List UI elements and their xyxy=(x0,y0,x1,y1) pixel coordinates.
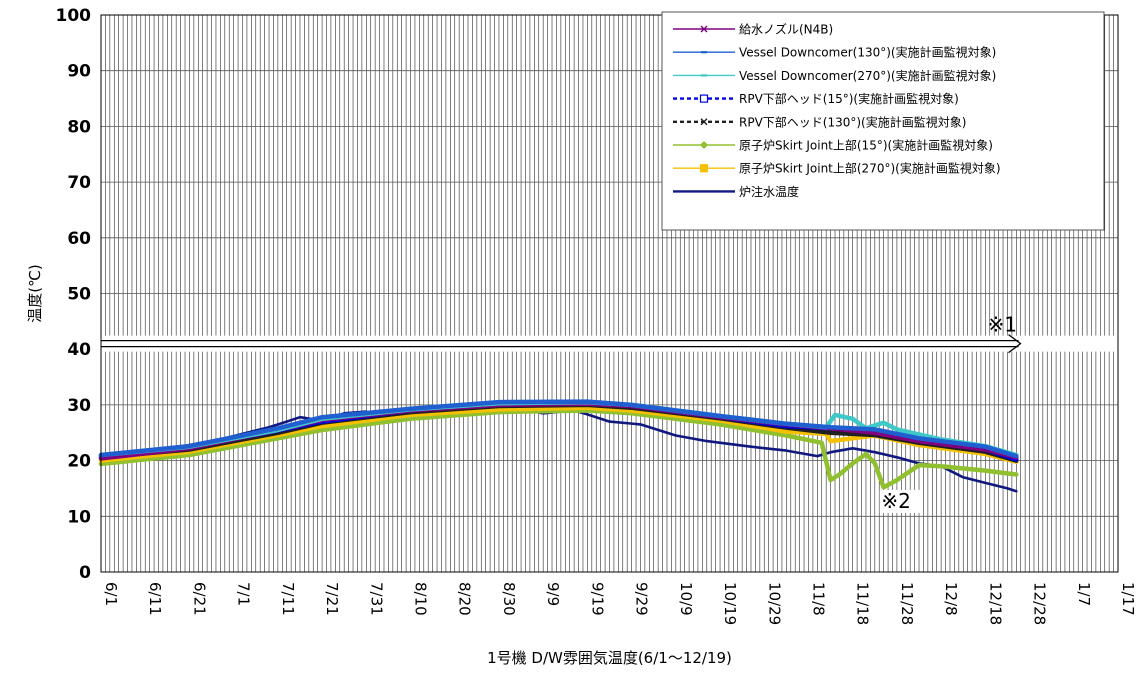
legend-marker xyxy=(700,141,708,149)
legend-label: RPV下部ヘッド(130°)(実施計画監視対象) xyxy=(739,114,966,129)
y-tick-label: 0 xyxy=(79,563,91,583)
axes: 0 10 20 30 40 50 60 70 80 90 100 6/1 6/11 6/21 7/1 7/11… xyxy=(56,6,1138,625)
y-tick-label: 20 xyxy=(67,452,91,472)
note-2-label: ※2 xyxy=(881,489,910,513)
y-axis-title: 温度(℃) xyxy=(26,264,44,323)
legend-label: Vessel Downcomer(270°)(実施計画監視対象) xyxy=(739,68,996,83)
x-tick-label: 1/7 xyxy=(1075,582,1093,606)
y-tick-label: 100 xyxy=(56,6,92,26)
legend-label: 原子炉Skirt Joint上部(270°)(実施計画監視対象) xyxy=(739,161,1001,176)
y-tick-label: 80 xyxy=(67,117,91,137)
x-tick-label: 7/21 xyxy=(323,582,341,616)
series-lines xyxy=(98,399,1019,493)
arrow-head-icon xyxy=(1008,334,1022,354)
legend-label: 炉注水温度 xyxy=(739,184,799,199)
y-tick-label: 50 xyxy=(67,285,91,305)
y-tick-label: 30 xyxy=(67,396,91,416)
legend-marker xyxy=(700,118,708,126)
legend-label: Vessel Downcomer(130°)(実施計画監視対象) xyxy=(739,45,996,60)
legend-marker xyxy=(699,94,709,103)
legend-box xyxy=(661,11,1105,231)
series-line xyxy=(98,399,1019,459)
annotations: ※1 ※2 xyxy=(101,313,1118,513)
x-tick-label: 11/28 xyxy=(898,582,916,625)
x-tick-label: 9/29 xyxy=(633,582,651,616)
legend: 給水ノズル(N4B) Vessel Downcomer(130°)(実施計画監視対… xyxy=(661,11,1105,231)
arrow-band xyxy=(101,335,1118,352)
series-line xyxy=(98,408,1019,490)
x-tick-label: 6/11 xyxy=(146,582,164,616)
x-tick-label: 11/18 xyxy=(854,582,872,625)
legend-label: 原子炉Skirt Joint上部(15°)(実施計画監視対象) xyxy=(739,138,993,153)
x-tick-label: 7/1 xyxy=(235,582,253,606)
x-axis-title: 1号機 D/W雰囲気温度(6/1〜12/19) xyxy=(487,649,732,667)
x-tick-label: 6/21 xyxy=(190,582,208,616)
y-tick-label: 10 xyxy=(67,507,91,527)
legend-marker xyxy=(700,25,708,33)
legend-label: 給水ノズル(N4B) xyxy=(739,22,833,37)
x-tick-label: 12/8 xyxy=(942,582,960,616)
x-tick-label: 7/31 xyxy=(367,582,385,616)
y-tick-label: 60 xyxy=(67,229,91,249)
x-tick-label: 9/19 xyxy=(588,582,606,616)
x-tick-label: 10/9 xyxy=(677,582,695,616)
legend-label: RPV下部ヘッド(15°)(実施計画監視対象) xyxy=(739,91,959,106)
legend-marker xyxy=(699,164,709,173)
x-tick-label: 6/1 xyxy=(102,582,120,606)
x-tick-label: 8/10 xyxy=(412,582,430,616)
note-1-label: ※1 xyxy=(988,313,1017,337)
y-tick-label: 70 xyxy=(67,173,91,193)
plot-border xyxy=(100,14,1119,573)
y-tick-label: 90 xyxy=(67,62,91,82)
x-tick-label: 8/30 xyxy=(500,582,518,616)
x-tick-label: 10/19 xyxy=(721,582,739,625)
x-tick-label: 1/17 xyxy=(1119,582,1137,616)
x-tick-label: 10/29 xyxy=(765,582,783,625)
x-tick-label: 8/20 xyxy=(456,582,474,616)
x-tick-label: 12/18 xyxy=(986,582,1004,625)
x-tick-label: 11/8 xyxy=(809,582,827,616)
x-tick-label: 9/9 xyxy=(544,582,562,606)
y-tick-label: 40 xyxy=(67,340,91,360)
x-tick-label: 12/28 xyxy=(1031,582,1049,625)
x-tick-label: 7/11 xyxy=(279,582,297,616)
note-2-background xyxy=(879,489,922,513)
